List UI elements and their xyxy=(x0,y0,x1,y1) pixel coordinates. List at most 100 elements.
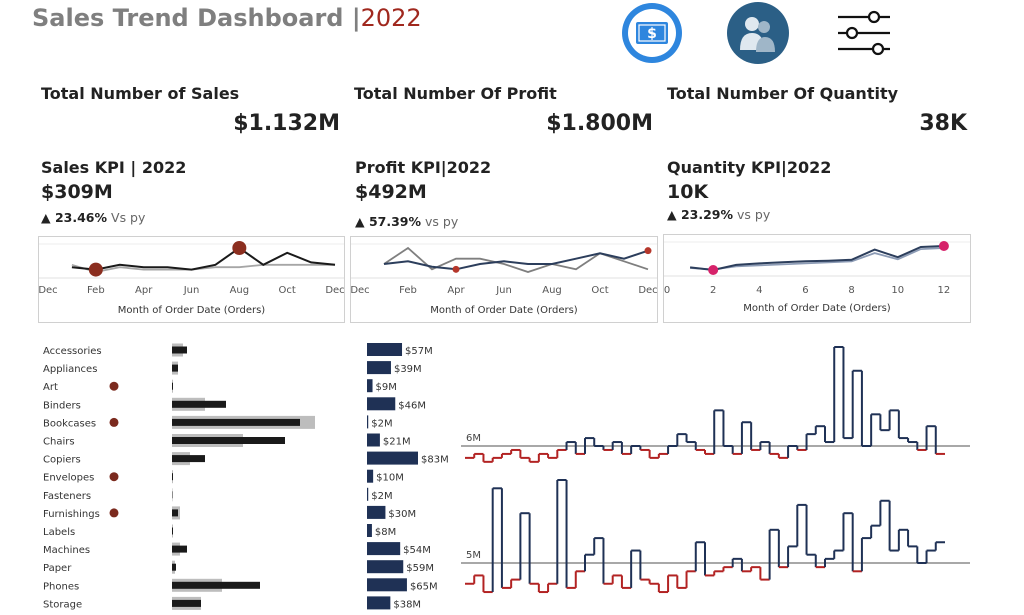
bar xyxy=(172,491,173,499)
kpi-line-chart: Dec Feb Apr Jun Aug Oct Dec Month of Order Date… xyxy=(350,236,658,323)
category-label: Phones xyxy=(43,581,79,592)
value-label: $59M xyxy=(406,563,434,574)
bar xyxy=(367,560,404,574)
x-tick-label: 4 xyxy=(756,285,762,296)
x-tick-label: 2 xyxy=(710,285,716,296)
x-tick-label: 6 xyxy=(802,285,808,296)
x-tick-label: Jun xyxy=(495,285,512,296)
chart-frame xyxy=(38,236,345,323)
x-tick-label: 12 xyxy=(938,285,951,296)
bar xyxy=(172,437,285,444)
category-label: Envelopes xyxy=(43,473,94,484)
category-label: Appliances xyxy=(43,364,97,375)
bar xyxy=(172,527,173,535)
x-tick-label: 8 xyxy=(848,285,854,296)
bar xyxy=(172,382,173,390)
kpi-line-chart: 0 2 4 6 8 10 12 Month of Order Date (Orders) xyxy=(663,234,971,323)
title-year: 2022 xyxy=(360,4,422,32)
x-tick-label: Feb xyxy=(87,285,105,296)
kpi-comparison: vs py xyxy=(425,214,459,229)
bar xyxy=(367,415,369,429)
category-label: Furnishings xyxy=(43,509,100,520)
customer-icon[interactable] xyxy=(727,2,789,64)
series-line xyxy=(383,246,649,273)
value-label: $2M xyxy=(371,418,392,429)
bar xyxy=(172,473,173,481)
value-label: $8M xyxy=(375,527,396,538)
bar xyxy=(367,379,373,393)
highlight-point xyxy=(88,262,103,277)
bar xyxy=(367,524,372,537)
category-label: Paper xyxy=(43,563,72,574)
chart-frame xyxy=(663,234,971,323)
bar xyxy=(172,545,187,553)
x-tick-label: 10 xyxy=(891,285,904,296)
value-label: $38M xyxy=(393,599,421,610)
x-tick-label: Dec xyxy=(38,285,57,296)
category-marker xyxy=(109,417,119,427)
total-value: $1.800M xyxy=(546,111,653,136)
kpi-value: $492M xyxy=(355,181,427,203)
kpi-change-value: ▲ 23.29% xyxy=(667,207,734,222)
toolbar-icons: $ xyxy=(622,2,890,64)
bar xyxy=(367,596,391,610)
category-bar-chart: Accessories Appliances Art Binders Bookcases… xyxy=(43,343,449,610)
bar xyxy=(172,455,205,463)
category-label: Fasteners xyxy=(43,491,91,502)
series-line xyxy=(71,246,336,271)
highlight-point xyxy=(452,265,460,273)
sales-icon[interactable]: $ xyxy=(622,3,682,63)
svg-text:$: $ xyxy=(647,26,657,42)
bar xyxy=(367,487,369,501)
category-label: Chairs xyxy=(43,437,75,448)
title-text: Sales Trend Dashboard | xyxy=(32,4,361,32)
category-marker xyxy=(109,472,119,482)
filter-icon[interactable] xyxy=(838,10,890,56)
bar xyxy=(367,361,391,375)
bar xyxy=(172,509,178,517)
category-label: Accessories xyxy=(43,346,102,357)
value-label: $39M xyxy=(394,364,422,375)
bar xyxy=(367,578,407,592)
value-label: $46M xyxy=(398,400,426,411)
category-label: Labels xyxy=(43,527,75,538)
kpi-comparison: Vs py xyxy=(111,210,146,225)
kpi-change-value: ▲ 23.46% xyxy=(41,210,108,225)
value-label: $9M xyxy=(376,382,397,393)
total-label: Total Number Of Quantity xyxy=(667,84,899,103)
bar xyxy=(367,505,386,519)
value-label: $57M xyxy=(405,346,433,357)
kpi-value: 10K xyxy=(667,181,709,203)
category-label: Machines xyxy=(43,545,90,556)
x-tick-label: Apr xyxy=(135,285,153,296)
series-line xyxy=(690,247,944,271)
bar xyxy=(367,343,403,356)
highlight-point xyxy=(232,241,247,255)
bar xyxy=(172,364,178,372)
value-label: $10M xyxy=(376,473,404,484)
kpi-comparison: vs py xyxy=(737,207,771,222)
bar xyxy=(172,581,260,589)
x-tick-label: Aug xyxy=(542,285,562,296)
x-tick-label: Dec xyxy=(638,285,657,296)
category-marker xyxy=(109,381,119,391)
bar xyxy=(172,346,187,354)
category-label: Storage xyxy=(43,599,82,610)
value-label: $30M xyxy=(388,509,416,520)
kpi-change: ▲ 23.29% vs py xyxy=(667,207,770,222)
total-label: Total Number Of Profit xyxy=(354,84,557,103)
bar xyxy=(172,418,300,426)
value-label: $83M xyxy=(421,455,449,466)
value-label: $65M xyxy=(410,581,438,592)
reference-label: 5M xyxy=(466,550,481,561)
x-tick-label: Dec xyxy=(350,285,369,296)
value-label: $2M xyxy=(371,491,392,502)
category-marker xyxy=(109,508,119,518)
kpi-change: ▲ 57.39% vs py xyxy=(355,214,458,229)
highlight-point xyxy=(644,247,652,255)
kpi-title: Sales KPI | 2022 xyxy=(41,158,187,177)
total-label: Total Number of Sales xyxy=(41,84,240,103)
x-tick-label: Jun xyxy=(183,285,200,296)
highlight-point xyxy=(938,241,949,251)
